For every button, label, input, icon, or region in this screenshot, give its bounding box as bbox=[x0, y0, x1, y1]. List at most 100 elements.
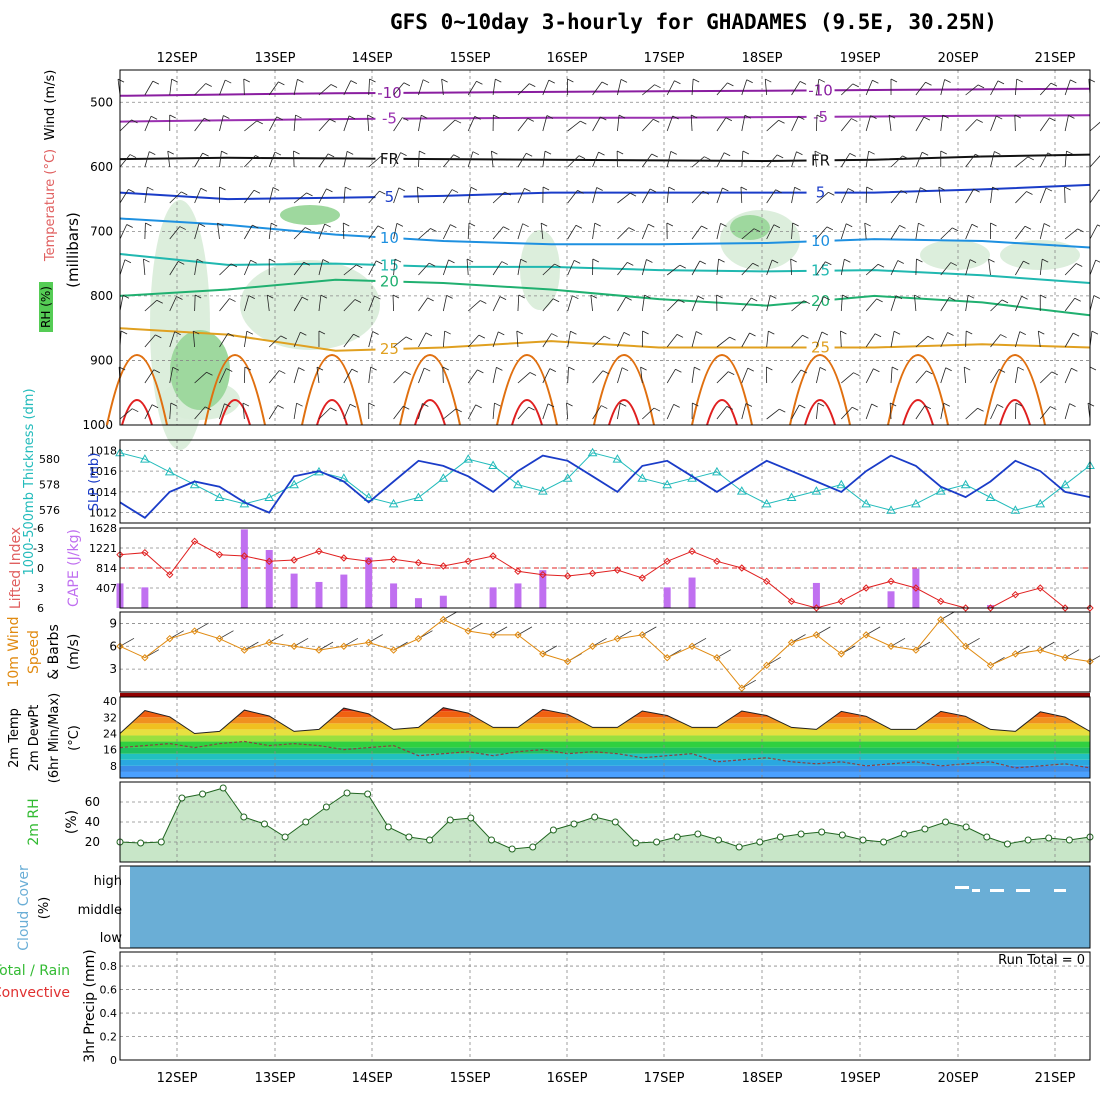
wind-barb bbox=[965, 407, 978, 420]
slp-frame bbox=[119, 439, 1091, 524]
rh-marker bbox=[983, 833, 991, 841]
wind-barb-flag bbox=[470, 186, 478, 191]
wind-barb bbox=[592, 116, 601, 132]
rh-tick-label: 60 bbox=[85, 795, 100, 809]
wind-barb bbox=[316, 367, 320, 384]
wind-barb bbox=[890, 155, 903, 168]
cloud-axis-label: Cloud Cover bbox=[16, 865, 32, 951]
wind-barb-flag bbox=[1070, 79, 1077, 84]
wind-speed-marker bbox=[787, 638, 796, 647]
lifted-index-marker bbox=[141, 548, 149, 557]
isotherm-label-bg bbox=[806, 185, 835, 201]
wind-barb bbox=[816, 367, 821, 384]
wind-barb-flag bbox=[1027, 156, 1034, 161]
wind-barb-flag bbox=[305, 227, 312, 231]
wind-barb-flag bbox=[642, 330, 649, 335]
x-tick-label-bottom: 15SEP bbox=[450, 1071, 491, 1086]
wind-barb bbox=[268, 223, 272, 240]
lifted-index-axis-label: Lifted Index bbox=[8, 527, 24, 609]
wind-barb bbox=[965, 224, 973, 240]
wind-speed-marker bbox=[414, 634, 423, 643]
thickness-marker bbox=[811, 486, 822, 495]
wind-barb-flag bbox=[1047, 152, 1054, 157]
wind-barb-flag bbox=[699, 260, 706, 265]
wind-barb bbox=[590, 295, 593, 312]
wind-barb-flag bbox=[620, 79, 628, 83]
isotherm-35-arch bbox=[414, 399, 446, 426]
rh-area bbox=[120, 788, 1090, 862]
wind-barb bbox=[617, 332, 625, 348]
li-tick-label: 0 bbox=[37, 562, 44, 575]
wind-speed-marker bbox=[141, 654, 149, 662]
lifted-index-marker bbox=[215, 550, 224, 559]
wind-barb bbox=[194, 371, 207, 384]
wind-barb-flag bbox=[205, 83, 212, 87]
wind-barb-flag bbox=[601, 405, 608, 409]
wind-barb bbox=[418, 115, 422, 132]
wind-barb bbox=[169, 296, 177, 312]
lifted-index-marker bbox=[588, 569, 597, 578]
wind-barb-flag bbox=[725, 117, 733, 122]
wind-barb bbox=[169, 261, 179, 276]
wind-barb bbox=[442, 189, 453, 204]
wind-barb-flag bbox=[578, 155, 586, 160]
li-tick-label: 6 bbox=[37, 602, 44, 615]
wind-barb-flag bbox=[475, 404, 482, 409]
wind-speed-marker bbox=[762, 661, 771, 670]
wind-barb bbox=[443, 154, 454, 168]
wind-barb bbox=[393, 187, 400, 204]
wind-barb bbox=[691, 260, 701, 276]
thickness-marker bbox=[587, 447, 598, 457]
wind-barb-flag bbox=[1050, 406, 1057, 410]
wind-barb-flag bbox=[866, 186, 873, 191]
thickness-marker bbox=[985, 492, 996, 501]
wind-barb bbox=[666, 80, 675, 96]
wind-speed-marker bbox=[663, 654, 671, 662]
wind-speed-marker bbox=[563, 657, 572, 666]
isotherm-label-bg bbox=[375, 151, 404, 167]
wind-barb bbox=[243, 366, 246, 384]
wind-barb bbox=[293, 332, 301, 348]
wind-barb-flag bbox=[778, 119, 785, 124]
wind-barb bbox=[766, 259, 773, 276]
thickness-marker bbox=[463, 454, 474, 463]
wind-barb-flag bbox=[790, 258, 797, 263]
wind-speed-marker bbox=[912, 646, 920, 654]
wind-barb bbox=[990, 334, 1001, 348]
wind-barb-flag bbox=[749, 332, 756, 337]
isotherm-label: 20 bbox=[811, 292, 830, 310]
temperature-frame bbox=[119, 696, 1091, 779]
wind-barb bbox=[914, 295, 917, 312]
wind-barb bbox=[169, 226, 181, 240]
wind-barb bbox=[392, 294, 394, 312]
wind-barb-flag bbox=[217, 222, 224, 227]
thickness-marker bbox=[164, 466, 175, 476]
isotherm-30-arch bbox=[789, 354, 851, 426]
wind-barb bbox=[666, 299, 679, 312]
wind-barb-flag bbox=[124, 259, 132, 264]
wind-barb bbox=[219, 79, 226, 96]
rh-marker bbox=[281, 833, 289, 841]
wind-barb-flag bbox=[1014, 114, 1021, 119]
wind-barb-flag bbox=[844, 258, 851, 263]
wind-barb bbox=[816, 331, 823, 348]
wind-barb bbox=[517, 223, 523, 240]
wind-barb bbox=[741, 368, 749, 384]
wind-barb bbox=[766, 224, 775, 240]
cape-bar bbox=[663, 587, 671, 608]
wind-barb bbox=[441, 79, 444, 96]
wind-barb-flag bbox=[422, 403, 429, 407]
wind-barb-flag bbox=[353, 333, 360, 338]
wind-barb bbox=[940, 297, 950, 312]
wind-barb bbox=[617, 403, 621, 420]
x-tick-label-bottom: 20SEP bbox=[938, 1071, 979, 1086]
lifted-index-marker bbox=[514, 567, 522, 576]
wind-barb-flag bbox=[672, 115, 679, 120]
wind-barb-flag bbox=[674, 80, 681, 85]
wind-barb-flag bbox=[752, 262, 759, 267]
temperature-axis-label-3: (6hr Min/Max) bbox=[47, 693, 62, 783]
wind-barb bbox=[268, 151, 276, 168]
wind-barb bbox=[940, 262, 952, 276]
wind-barb-flag bbox=[516, 330, 523, 335]
wind-barb bbox=[890, 260, 899, 276]
